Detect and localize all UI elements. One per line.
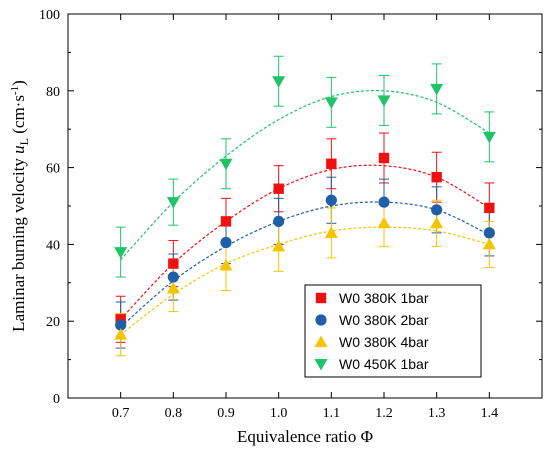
data-point-series-2 — [483, 227, 495, 239]
data-point-series-4 — [166, 197, 180, 209]
data-point-series-1 — [431, 172, 442, 183]
data-point-series-4 — [219, 158, 233, 171]
data-point-series-3 — [272, 239, 286, 252]
x-tick-label: 0.7 — [112, 406, 130, 421]
legend-box — [304, 284, 482, 378]
y-tick-label: 100 — [39, 8, 60, 23]
legend-label-series-1: W0 380K 1bar — [339, 290, 429, 306]
legend-marker-series-2 — [315, 314, 327, 326]
data-point-series-1 — [115, 314, 126, 325]
legend-label-series-3: W0 380K 4bar — [339, 334, 429, 350]
y-axis: 0 20 40 60 80 100 — [39, 8, 542, 407]
legend-label-series-4: W0 450K 1bar — [339, 356, 429, 372]
x-tick-label: 1.2 — [375, 406, 393, 421]
data-point-series-2 — [378, 196, 390, 208]
x-tick-label: 0.8 — [165, 406, 183, 421]
data-point-series-2 — [220, 236, 232, 249]
legend-marker-series-1 — [315, 292, 327, 304]
y-axis-title-close: ) — [9, 80, 28, 86]
x-tick-label: 0.9 — [217, 406, 235, 421]
data-point-series-4 — [377, 95, 391, 107]
data-point-series-3 — [482, 237, 496, 250]
y-axis-title-unit: (cm·s — [9, 95, 28, 138]
data-point-series-2 — [115, 319, 127, 331]
data-point-series-3 — [377, 216, 391, 229]
data-point-series-2 — [325, 194, 337, 206]
data-point-series-4 — [430, 83, 444, 96]
data-point-series-3 — [324, 226, 338, 238]
data-point-series-1 — [326, 158, 337, 169]
x-tick-label: 1.3 — [428, 406, 446, 421]
y-tick-label: 40 — [46, 238, 60, 253]
fit-curve-series-4 — [120, 89, 490, 261]
data-point-series-1 — [273, 183, 284, 194]
data-point-series-3 — [430, 216, 444, 229]
y-tick-label: 20 — [46, 315, 60, 330]
y-tick-label: 80 — [46, 85, 60, 100]
x-tick-label: 1.1 — [323, 406, 341, 421]
y-axis-title: Laminar burning velocity uL (cm·s-1) — [9, 80, 31, 332]
data-point-series-1 — [484, 202, 495, 214]
data-point-series-3 — [166, 282, 180, 294]
data-point-series-2 — [167, 271, 179, 283]
legend-label-series-2: W0 380K 2bar — [339, 312, 429, 328]
y-axis-title-main: Laminar burning velocity — [9, 154, 28, 332]
data-point-series-1 — [378, 152, 390, 164]
y-tick-label: 0 — [53, 392, 60, 407]
legend-marker-series-3 — [314, 335, 328, 347]
data-point-series-1 — [220, 216, 232, 227]
x-axis: 0.7 0.8 0.9 1.0 1.1 1.2 1.3 1.4 — [112, 14, 498, 421]
data-point-series-3 — [219, 259, 233, 271]
y-axis-title-symbol: u — [9, 145, 28, 154]
data-point-series-3 — [114, 328, 128, 340]
legend-marker-series-4 — [314, 359, 328, 371]
data-point-series-4 — [272, 76, 286, 88]
data-point-series-4 — [114, 247, 128, 259]
x-tick-label: 1.0 — [270, 406, 288, 421]
data-point-series-4 — [482, 131, 496, 144]
data-point-series-4 — [324, 97, 338, 109]
y-axis-title-exponent: -1 — [9, 86, 21, 95]
x-axis-title: Equivalence ratio Φ — [237, 427, 373, 446]
y-tick-label: 60 — [46, 162, 60, 177]
data-point-series-2 — [273, 215, 285, 227]
y-axis-title-subscript: L — [17, 138, 31, 145]
x-tick-label: 1.4 — [481, 406, 499, 421]
legend: W0 380K 1bar W0 380K 2bar W0 380K 4bar W0 4… — [304, 284, 482, 378]
data-markers — [114, 76, 496, 340]
data-point-series-2 — [431, 204, 443, 216]
data-point-series-1 — [168, 258, 179, 269]
